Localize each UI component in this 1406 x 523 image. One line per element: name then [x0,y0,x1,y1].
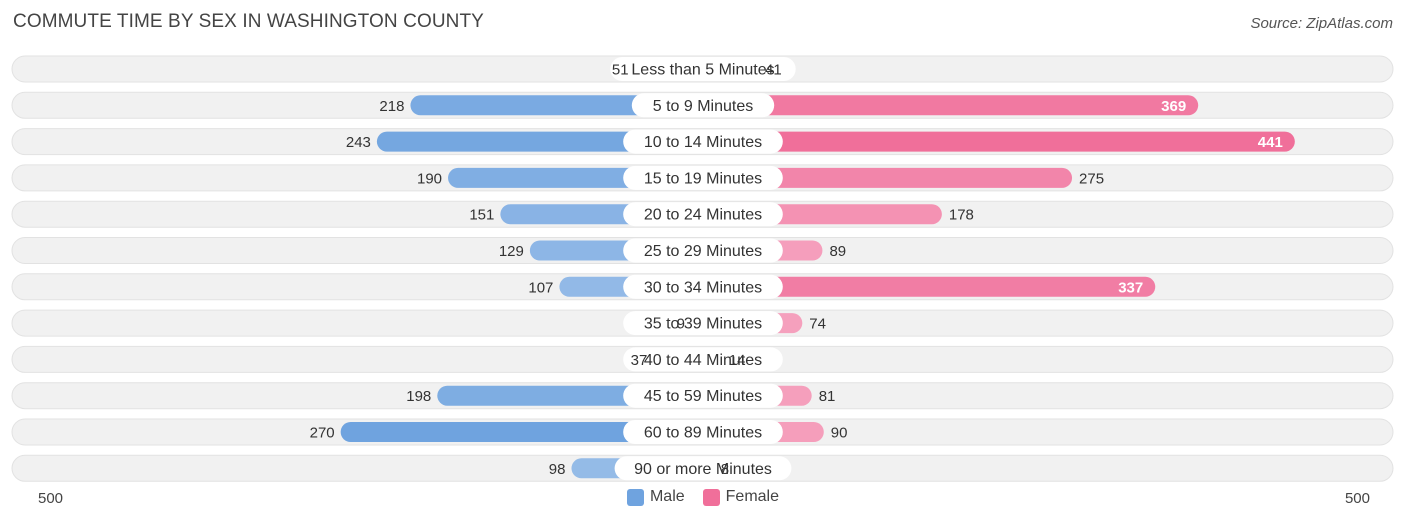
category-label: 20 to 24 Minutes [644,207,762,224]
value-label-male: 190 [417,170,442,187]
bar-male [410,95,703,116]
legend-swatch-female [702,488,720,506]
category-label-bg [623,274,783,299]
category-label-bg [623,202,783,227]
chart-row: 90 or more Minutes 98 8 [11,454,1394,482]
value-label-male: 129 [499,243,524,260]
bar-female [703,167,1073,188]
category-label: 35 to 39 Minutes [644,316,762,333]
chart-title: COMMUTE TIME BY SEX IN WASHINGTON COUNTY [13,11,484,32]
bar-female [703,95,1199,116]
chart-row: 10 to 14 Minutes 243 441 [11,128,1394,156]
category-label-bg [623,165,783,190]
value-label-female: 89 [829,243,846,260]
category-label: 90 or more Minutes [634,461,772,478]
value-label-female: 90 [831,425,848,442]
value-label-male: 218 [379,98,404,115]
axis-left-label: 500 [38,490,64,507]
value-label-female: 8 [721,461,729,478]
value-label-male: 37 [631,352,648,369]
value-label-female: 369 [1161,98,1186,115]
value-label-male: 270 [310,425,335,442]
value-label-female: 81 [819,388,836,405]
chart-row: 15 to 19 Minutes 190 275 [11,164,1394,192]
value-label-male: 98 [549,461,566,478]
category-label: 25 to 29 Minutes [644,243,762,260]
category-label-bg [614,456,792,481]
value-label-female: 337 [1118,279,1143,296]
legend-swatch-male [626,488,644,506]
category-label: 45 to 59 Minutes [644,388,762,405]
legend: Male Female [0,488,1406,506]
category-label-bg [623,129,783,154]
bar-female [703,131,1295,152]
category-label: 15 to 19 Minutes [644,170,762,187]
legend-label-female: Female [725,488,780,505]
value-label-female: 74 [809,316,826,333]
legend-item-male: Male [626,488,685,506]
category-label: 60 to 89 Minutes [644,425,762,442]
value-label-male: 243 [346,134,371,151]
value-label-female: 41 [765,62,782,79]
category-label: Less than 5 Minutes [631,62,774,79]
legend-item-female: Female [702,488,780,506]
value-label-male: 151 [469,207,494,224]
chart-row: 30 to 34 Minutes 107 337 [11,273,1394,301]
value-label-male: 198 [406,388,431,405]
category-label-bg [631,93,775,118]
value-label-female: 14 [729,352,746,369]
value-label-female: 441 [1258,134,1283,151]
value-label-male: 51 [612,62,629,79]
value-label-male: 9 [677,316,685,333]
legend-label-male: Male [649,488,685,505]
category-label-bg [623,347,783,372]
chart-row: 45 to 59 Minutes 198 81 [11,382,1394,410]
chart-row: 20 to 24 Minutes 151 178 [11,200,1394,228]
category-label-bg [610,57,796,81]
value-label-female: 178 [949,207,974,224]
bar-male [340,422,703,442]
chart-row: 25 to 29 Minutes 129 89 [11,237,1394,264]
bar-female [703,276,1156,297]
category-label-bg [623,238,783,263]
value-label-male: 107 [528,279,553,296]
category-label: 40 to 44 Minutes [644,352,762,369]
bar-male [376,131,703,152]
category-label: 30 to 34 Minutes [644,279,762,296]
chart-row: 60 to 89 Minutes 270 90 [11,418,1394,446]
chart-row: 5 to 9 Minutes 218 369 [11,91,1394,119]
category-label-bg [623,311,783,336]
axis-right-label: 500 [1344,490,1370,507]
category-label-bg [623,383,783,408]
category-label: 10 to 14 Minutes [644,134,762,151]
category-label-bg [623,420,783,444]
source-label: Source: ZipAtlas.com [1250,15,1393,32]
category-label: 5 to 9 Minutes [653,98,754,115]
value-label-female: 275 [1079,170,1104,187]
